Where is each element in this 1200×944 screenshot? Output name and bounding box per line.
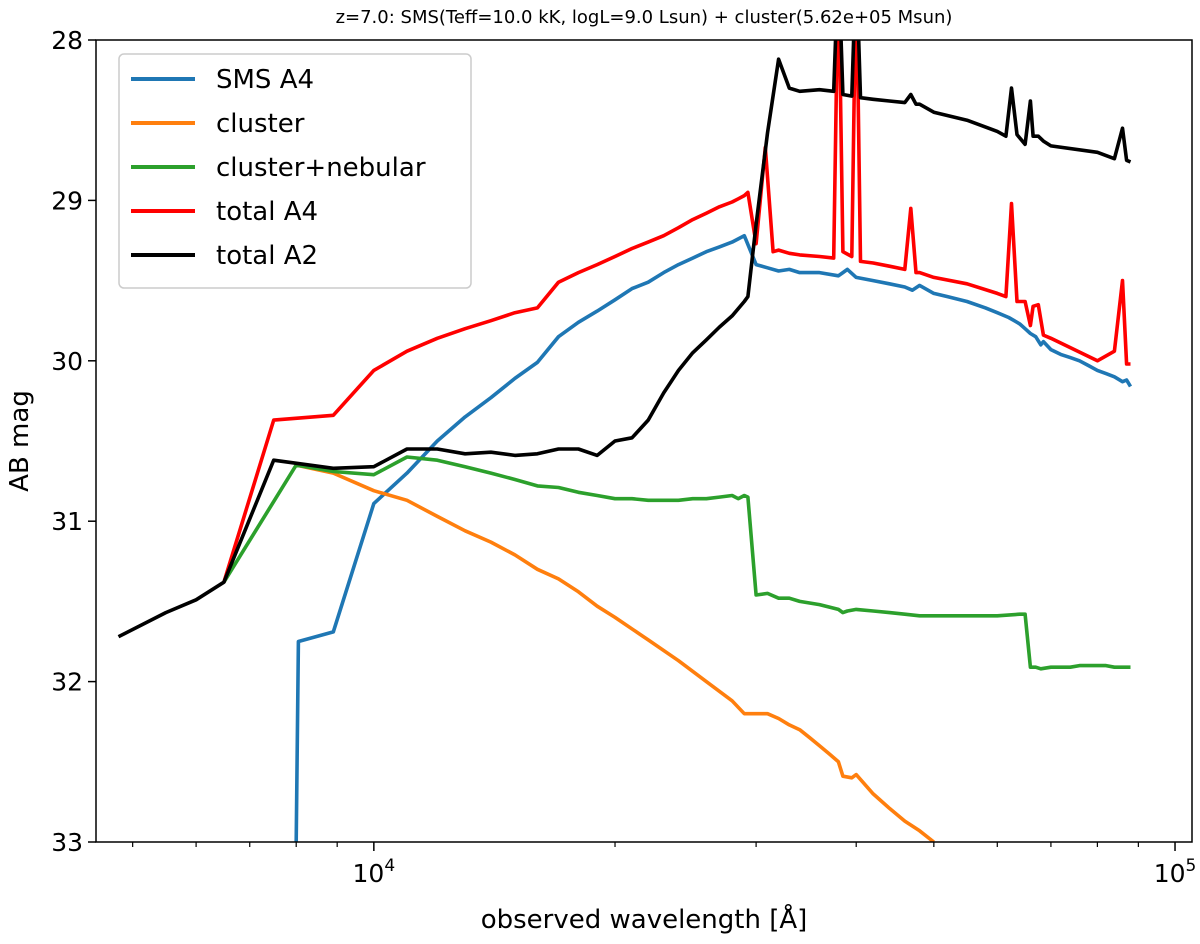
series-line-sms-a4 [294,233,1133,842]
y-axis-label: AB mag [5,390,35,492]
legend: SMS A4 cluster cluster+nebular total A4 tota… [118,53,472,289]
legend-label: total A4 [216,197,318,227]
x-axis-label: observed wavelength [Å] [481,903,808,935]
plot-frame [95,39,1193,843]
legend-label: total A2 [216,241,318,271]
series-line-cluster [295,463,935,842]
x-tick-label: 104 [353,856,396,888]
series-layer [117,40,1133,842]
y-tick-label: 33 [51,828,83,857]
y-tick-label: 32 [51,668,83,697]
legend-label: cluster [216,109,305,139]
series-line-total-a4 [222,40,1131,583]
legend-label: cluster+nebular [216,153,426,183]
legend-box [118,53,472,289]
y-tick-label: 28 [51,26,83,55]
y-tick-label: 31 [51,507,83,536]
y-tick-label: 30 [51,347,83,376]
series-line-total-a2 [117,40,1132,639]
legend-label: SMS A4 [216,65,314,95]
y-tick-label: 29 [51,186,83,215]
axes-layer: 28 29 30 31 32 33 104 105 [51,26,1196,888]
series-line-cluster-nebular [222,455,1131,671]
chart-title: z=7.0: SMS(Teff=10.0 kK, logL=9.0 Lsun) … [336,7,953,28]
x-tick-label: 105 [1154,856,1197,888]
